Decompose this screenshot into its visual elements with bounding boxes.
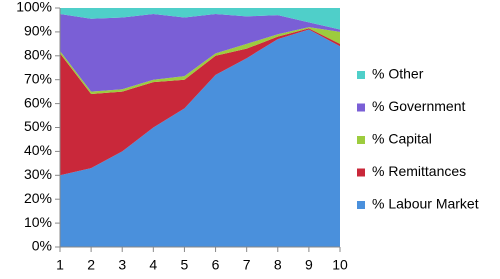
legend-swatch [357,168,365,177]
y-tick-label: 90% [24,23,52,39]
y-tick-label: 10% [24,214,52,230]
x-tick-label: 9 [305,257,313,273]
y-tick-label: 80% [24,47,52,63]
area [60,8,340,30]
y-tick-label: 40% [24,142,52,158]
legend-label: % Remittances [372,163,466,179]
area [60,13,340,92]
legend-swatch [357,103,365,112]
x-tick-label: 8 [274,257,282,273]
x-tick-label: 2 [87,257,95,273]
y-tick-label: 50% [24,118,52,134]
y-tick-label: 20% [24,190,52,206]
legend-swatch [357,71,365,79]
x-tick-label: 1 [56,257,64,273]
x-tick-label: 4 [149,257,157,273]
legend-label: % Labour Market [372,196,479,212]
y-tick-label: 60% [24,94,52,110]
y-tick-label: 70% [24,70,52,86]
y-tick-label: 100% [16,0,52,15]
x-tick-label: 10 [332,257,348,273]
legend-label: % Government [372,98,465,114]
legend-swatch [357,201,365,209]
area [60,28,340,176]
y-tick-label: 0% [32,238,52,254]
y-tick-label: 30% [24,166,52,182]
legend-label: % Capital [372,131,432,147]
x-tick-label: 6 [212,257,220,273]
legend-swatch [357,136,365,144]
legend-label: % Other [372,66,424,82]
x-tick-label: 3 [118,257,126,273]
x-tick-label: 7 [243,257,251,273]
x-tick-label: 5 [181,257,189,273]
area [60,29,340,248]
